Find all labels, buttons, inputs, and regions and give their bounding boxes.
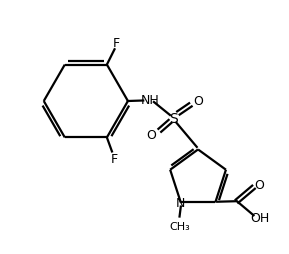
Text: O: O: [254, 179, 264, 192]
Text: F: F: [110, 152, 118, 165]
Text: O: O: [194, 94, 203, 107]
Text: S: S: [169, 111, 178, 125]
Text: CH₃: CH₃: [169, 221, 190, 231]
Text: F: F: [113, 37, 120, 50]
Text: O: O: [146, 129, 156, 142]
Text: OH: OH: [250, 212, 270, 225]
Text: NH: NH: [141, 94, 160, 107]
Text: N: N: [176, 196, 186, 209]
